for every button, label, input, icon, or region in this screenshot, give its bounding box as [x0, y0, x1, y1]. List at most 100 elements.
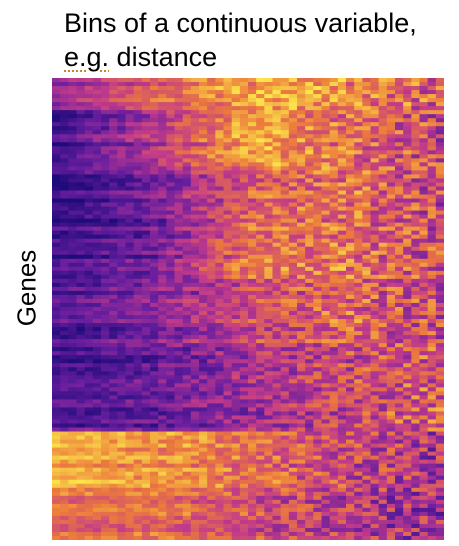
heatmap-cell: [378, 395, 388, 400]
heatmap-cell: [199, 403, 208, 408]
heatmap-cell: [68, 467, 77, 473]
heatmap-cell: [321, 447, 331, 453]
heatmap-cell: [264, 387, 273, 392]
heatmap-cell: [199, 387, 208, 392]
heatmap-cell: [76, 447, 86, 453]
heatmap-cell: [305, 126, 314, 131]
heatmap-cell: [403, 134, 412, 139]
heatmap-cell: [182, 226, 192, 232]
heatmap-cell: [264, 134, 273, 139]
heatmap-cell: [297, 110, 306, 115]
heatmap-cell: [435, 375, 444, 380]
heatmap-cell: [239, 355, 249, 360]
heatmap-cell: [264, 202, 273, 207]
heatmap-cell: [256, 150, 265, 155]
heatmap-cell: [346, 463, 355, 469]
heatmap-cell: [297, 166, 306, 171]
heatmap-cell: [329, 86, 339, 91]
heatmap-cell: [158, 471, 167, 477]
heatmap-cell: [297, 234, 306, 240]
heatmap-cell: [190, 178, 200, 183]
heatmap-cell: [150, 182, 159, 187]
heatmap-cell: [264, 78, 273, 83]
heatmap-cell: [101, 242, 110, 248]
heatmap-cell: [239, 270, 249, 276]
heatmap-cell: [297, 423, 306, 428]
heatmap-cell: [313, 455, 322, 461]
heatmap-cell: [264, 166, 273, 171]
heatmap-cell: [158, 294, 167, 300]
heatmap-cell: [395, 431, 404, 436]
heatmap-cell: [346, 367, 355, 372]
heatmap-cell: [362, 379, 371, 384]
heatmap-cell: [150, 463, 159, 469]
heatmap-cell: [109, 78, 118, 83]
heatmap-cell: [297, 78, 306, 83]
heatmap-cell: [166, 427, 175, 432]
heatmap-cell: [133, 339, 143, 344]
heatmap-cell: [141, 222, 151, 228]
heatmap-cell: [84, 467, 94, 473]
heatmap-cell: [133, 202, 143, 207]
heatmap-cell: [395, 306, 404, 312]
heatmap-cell: [92, 451, 102, 457]
heatmap-cell: [158, 327, 167, 332]
heatmap-cell: [76, 174, 86, 179]
heatmap-cell: [264, 238, 273, 244]
heatmap-cell: [239, 298, 249, 304]
heatmap-cell: [313, 379, 322, 384]
heatmap-cell: [321, 391, 331, 396]
heatmap-cell: [378, 238, 388, 244]
heatmap-cell: [166, 347, 175, 352]
heatmap-cell: [166, 242, 175, 248]
heatmap-cell: [231, 403, 241, 408]
heatmap-cell: [288, 471, 298, 477]
heatmap-cell: [411, 146, 420, 151]
heatmap-cell: [354, 451, 363, 457]
heatmap-cell: [435, 367, 444, 372]
heatmap-cell: [435, 186, 444, 191]
heatmap-cell: [362, 294, 371, 300]
heatmap-cell: [84, 274, 94, 280]
heatmap-cell: [166, 90, 175, 95]
heatmap-cell: [117, 178, 126, 183]
heatmap-cell: [313, 363, 322, 368]
heatmap-cell: [305, 290, 314, 296]
heatmap-cell: [223, 150, 233, 155]
heatmap-cell: [190, 278, 200, 284]
heatmap-cell: [109, 306, 118, 312]
heatmap-cell: [166, 82, 175, 87]
heatmap-cell: [346, 86, 355, 91]
heatmap-cell: [117, 383, 126, 388]
heatmap-cell: [395, 138, 404, 143]
heatmap-cell: [362, 254, 371, 260]
heatmap-cell: [199, 343, 208, 348]
heatmap-cell: [419, 479, 429, 485]
heatmap-cell: [158, 447, 167, 453]
heatmap-cell: [346, 142, 355, 147]
heatmap-cell: [248, 363, 257, 368]
heatmap-cell: [395, 258, 404, 264]
heatmap-cell: [109, 487, 118, 493]
heatmap-cell: [346, 359, 355, 364]
heatmap-cell: [117, 282, 126, 288]
heatmap-cell: [288, 395, 298, 400]
heatmap-cell: [346, 234, 355, 240]
heatmap-cell: [248, 383, 257, 388]
heatmap-cell: [133, 399, 143, 404]
heatmap-cell: [313, 459, 322, 465]
heatmap-cell: [133, 467, 143, 473]
heatmap-cell: [60, 86, 69, 91]
heatmap-cell: [133, 78, 143, 83]
heatmap-cell: [223, 294, 233, 300]
heatmap-cell: [272, 210, 282, 215]
heatmap-cell: [403, 351, 412, 356]
heatmap-cell: [305, 367, 314, 372]
heatmap-cell: [174, 154, 184, 159]
heatmap-cell: [52, 306, 61, 312]
heatmap-cell: [419, 130, 429, 135]
heatmap-cell: [223, 323, 233, 328]
heatmap-cell: [158, 427, 167, 432]
heatmap-cell: [215, 339, 224, 344]
heatmap-cell: [411, 455, 420, 461]
